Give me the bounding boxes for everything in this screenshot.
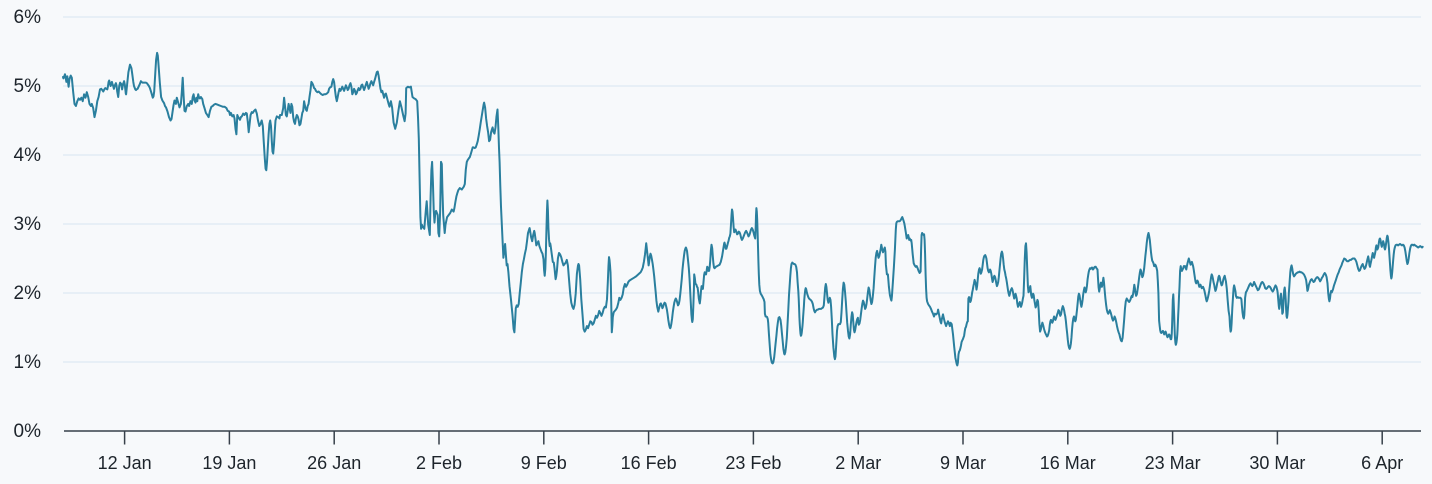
- svg-text:2 Feb: 2 Feb: [416, 453, 462, 473]
- svg-text:5%: 5%: [14, 76, 42, 97]
- svg-text:9 Feb: 9 Feb: [521, 453, 567, 473]
- svg-text:6 Apr: 6 Apr: [1361, 453, 1403, 473]
- svg-text:16 Feb: 16 Feb: [621, 453, 677, 473]
- svg-text:30 Mar: 30 Mar: [1249, 453, 1305, 473]
- svg-text:2%: 2%: [14, 283, 42, 304]
- svg-text:23 Feb: 23 Feb: [725, 453, 781, 473]
- svg-text:16 Mar: 16 Mar: [1040, 453, 1096, 473]
- svg-text:4%: 4%: [14, 145, 42, 166]
- svg-text:12 Jan: 12 Jan: [98, 453, 152, 473]
- svg-text:19 Jan: 19 Jan: [202, 453, 256, 473]
- svg-text:23 Mar: 23 Mar: [1145, 453, 1201, 473]
- svg-text:3%: 3%: [14, 214, 42, 235]
- svg-text:2 Mar: 2 Mar: [835, 453, 881, 473]
- svg-text:26 Jan: 26 Jan: [307, 453, 361, 473]
- svg-text:1%: 1%: [14, 352, 42, 373]
- svg-text:0%: 0%: [14, 421, 42, 442]
- svg-text:6%: 6%: [14, 7, 42, 28]
- svg-text:9 Mar: 9 Mar: [940, 453, 986, 473]
